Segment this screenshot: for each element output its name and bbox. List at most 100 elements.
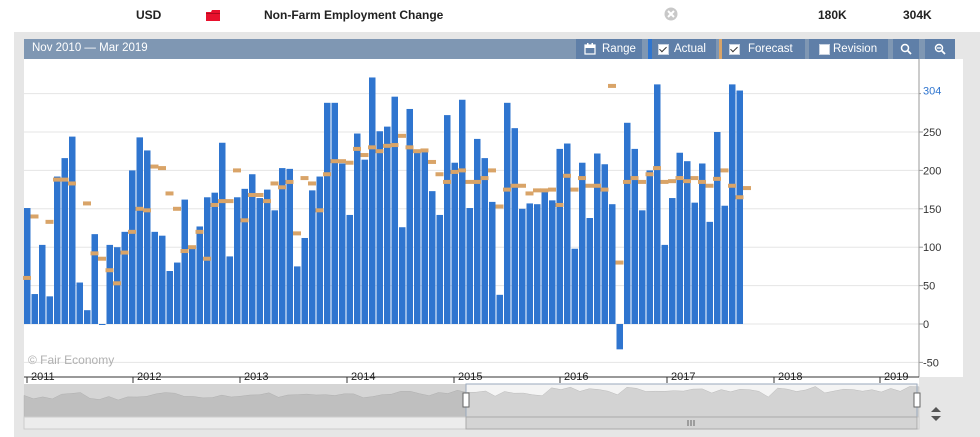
actual-bar[interactable]	[136, 137, 144, 324]
actual-bar[interactable]	[264, 189, 271, 324]
actual-bar[interactable]	[661, 244, 669, 324]
actual-bar[interactable]	[219, 142, 226, 324]
navigator-handle-left[interactable]	[462, 392, 470, 408]
actual-bar[interactable]	[444, 115, 451, 324]
actual-bar[interactable]	[316, 176, 324, 324]
actual-bar[interactable]	[69, 136, 76, 324]
actual-bar[interactable]	[159, 235, 166, 324]
actual-bar[interactable]	[339, 163, 346, 324]
actual-bar[interactable]	[226, 256, 234, 324]
actual-bar[interactable]	[541, 188, 549, 324]
actual-bar[interactable]	[496, 294, 504, 324]
actual-bar[interactable]	[729, 84, 736, 324]
actual-bar[interactable]	[196, 226, 204, 324]
actual-bar[interactable]	[114, 247, 121, 324]
actual-bar[interactable]	[91, 234, 99, 324]
actual-bar[interactable]	[549, 200, 556, 324]
actual-bar[interactable]	[174, 262, 181, 324]
actual-bar[interactable]	[474, 138, 481, 324]
actual-bar[interactable]	[676, 152, 684, 324]
actual-bar[interactable]	[39, 244, 46, 324]
zoom-in-button[interactable]	[893, 39, 919, 59]
actual-bar[interactable]	[376, 131, 384, 324]
revision-toggle[interactable]: Revision	[809, 39, 888, 59]
navigator-handle-right[interactable]	[913, 392, 921, 408]
actual-bar[interactable]	[309, 190, 316, 324]
actual-bar[interactable]	[646, 170, 654, 324]
actual-bar[interactable]	[301, 237, 309, 324]
actual-bar[interactable]	[61, 158, 69, 324]
actual-bar[interactable]	[451, 162, 459, 324]
actual-bar[interactable]	[489, 201, 496, 324]
actual-bar[interactable]	[391, 96, 399, 324]
actual-bar[interactable]	[181, 199, 189, 324]
actual-bar[interactable]	[459, 99, 466, 324]
actual-bar[interactable]	[564, 143, 571, 324]
actual-bar[interactable]	[691, 202, 699, 324]
scroll-updown-icon[interactable]	[929, 406, 943, 422]
actual-bar[interactable]	[361, 159, 369, 324]
actual-bar[interactable]	[631, 148, 639, 324]
actual-bar[interactable]	[271, 210, 279, 324]
actual-bar[interactable]	[571, 248, 579, 324]
actual-bar[interactable]	[526, 203, 534, 324]
actual-bar[interactable]	[286, 168, 294, 324]
revision-checkbox[interactable]	[819, 44, 830, 55]
actual-bar[interactable]	[414, 152, 421, 324]
zoom-out-button[interactable]	[925, 39, 955, 59]
actual-bar[interactable]	[369, 77, 376, 324]
actual-bar[interactable]	[84, 310, 91, 324]
actual-bar[interactable]	[121, 231, 129, 324]
actual-bar[interactable]	[256, 198, 264, 324]
actual-bar[interactable]	[279, 168, 286, 324]
actual-bar[interactable]	[76, 282, 84, 324]
actual-bar[interactable]	[99, 324, 106, 325]
actual-bar[interactable]	[421, 149, 429, 324]
actual-bar[interactable]	[46, 296, 54, 324]
actual-bar[interactable]	[721, 205, 729, 324]
actual-bar[interactable]	[714, 132, 721, 324]
forecast-toggle[interactable]: Forecast	[719, 39, 805, 59]
actual-bar[interactable]	[166, 271, 174, 324]
actual-bar[interactable]	[481, 158, 489, 324]
actual-bar[interactable]	[504, 102, 511, 324]
actual-bar[interactable]	[616, 324, 624, 350]
actual-bar[interactable]	[639, 210, 646, 324]
actual-bar[interactable]	[556, 148, 564, 324]
actual-checkbox[interactable]	[658, 44, 669, 55]
actual-bar[interactable]	[534, 204, 541, 324]
actual-bar[interactable]	[354, 133, 361, 324]
actual-bar[interactable]	[654, 84, 661, 324]
actual-bar[interactable]	[294, 266, 301, 324]
actual-bar[interactable]	[609, 204, 616, 324]
close-icon[interactable]	[664, 7, 678, 21]
actual-bar[interactable]	[511, 128, 519, 324]
actual-bar[interactable]	[31, 294, 39, 324]
actual-bar[interactable]	[189, 247, 196, 324]
actual-toggle[interactable]: Actual	[648, 39, 716, 59]
actual-bar[interactable]	[129, 170, 136, 324]
actual-bar[interactable]	[324, 102, 331, 324]
actual-bar[interactable]	[436, 214, 444, 324]
actual-bar[interactable]	[106, 244, 114, 324]
actual-bar[interactable]	[406, 108, 414, 325]
actual-bar[interactable]	[519, 208, 526, 324]
actual-bar[interactable]	[346, 214, 354, 324]
actual-bar[interactable]	[399, 227, 406, 324]
actual-bar[interactable]	[466, 208, 474, 324]
actual-bar[interactable]	[669, 198, 676, 324]
actual-bar[interactable]	[24, 208, 31, 324]
actual-bar[interactable]	[144, 150, 151, 324]
forecast-checkbox[interactable]	[729, 44, 740, 55]
actual-bar[interactable]	[331, 102, 339, 324]
actual-bar[interactable]	[586, 218, 594, 324]
actual-bar[interactable]	[579, 162, 586, 324]
actual-bar[interactable]	[736, 90, 744, 324]
actual-bar[interactable]	[384, 126, 391, 325]
actual-bar[interactable]	[234, 197, 241, 324]
range-button[interactable]: Range	[576, 39, 642, 59]
actual-bar[interactable]	[54, 176, 61, 324]
actual-bar[interactable]	[249, 174, 256, 324]
actual-bar[interactable]	[684, 161, 691, 324]
actual-bar[interactable]	[594, 153, 601, 324]
